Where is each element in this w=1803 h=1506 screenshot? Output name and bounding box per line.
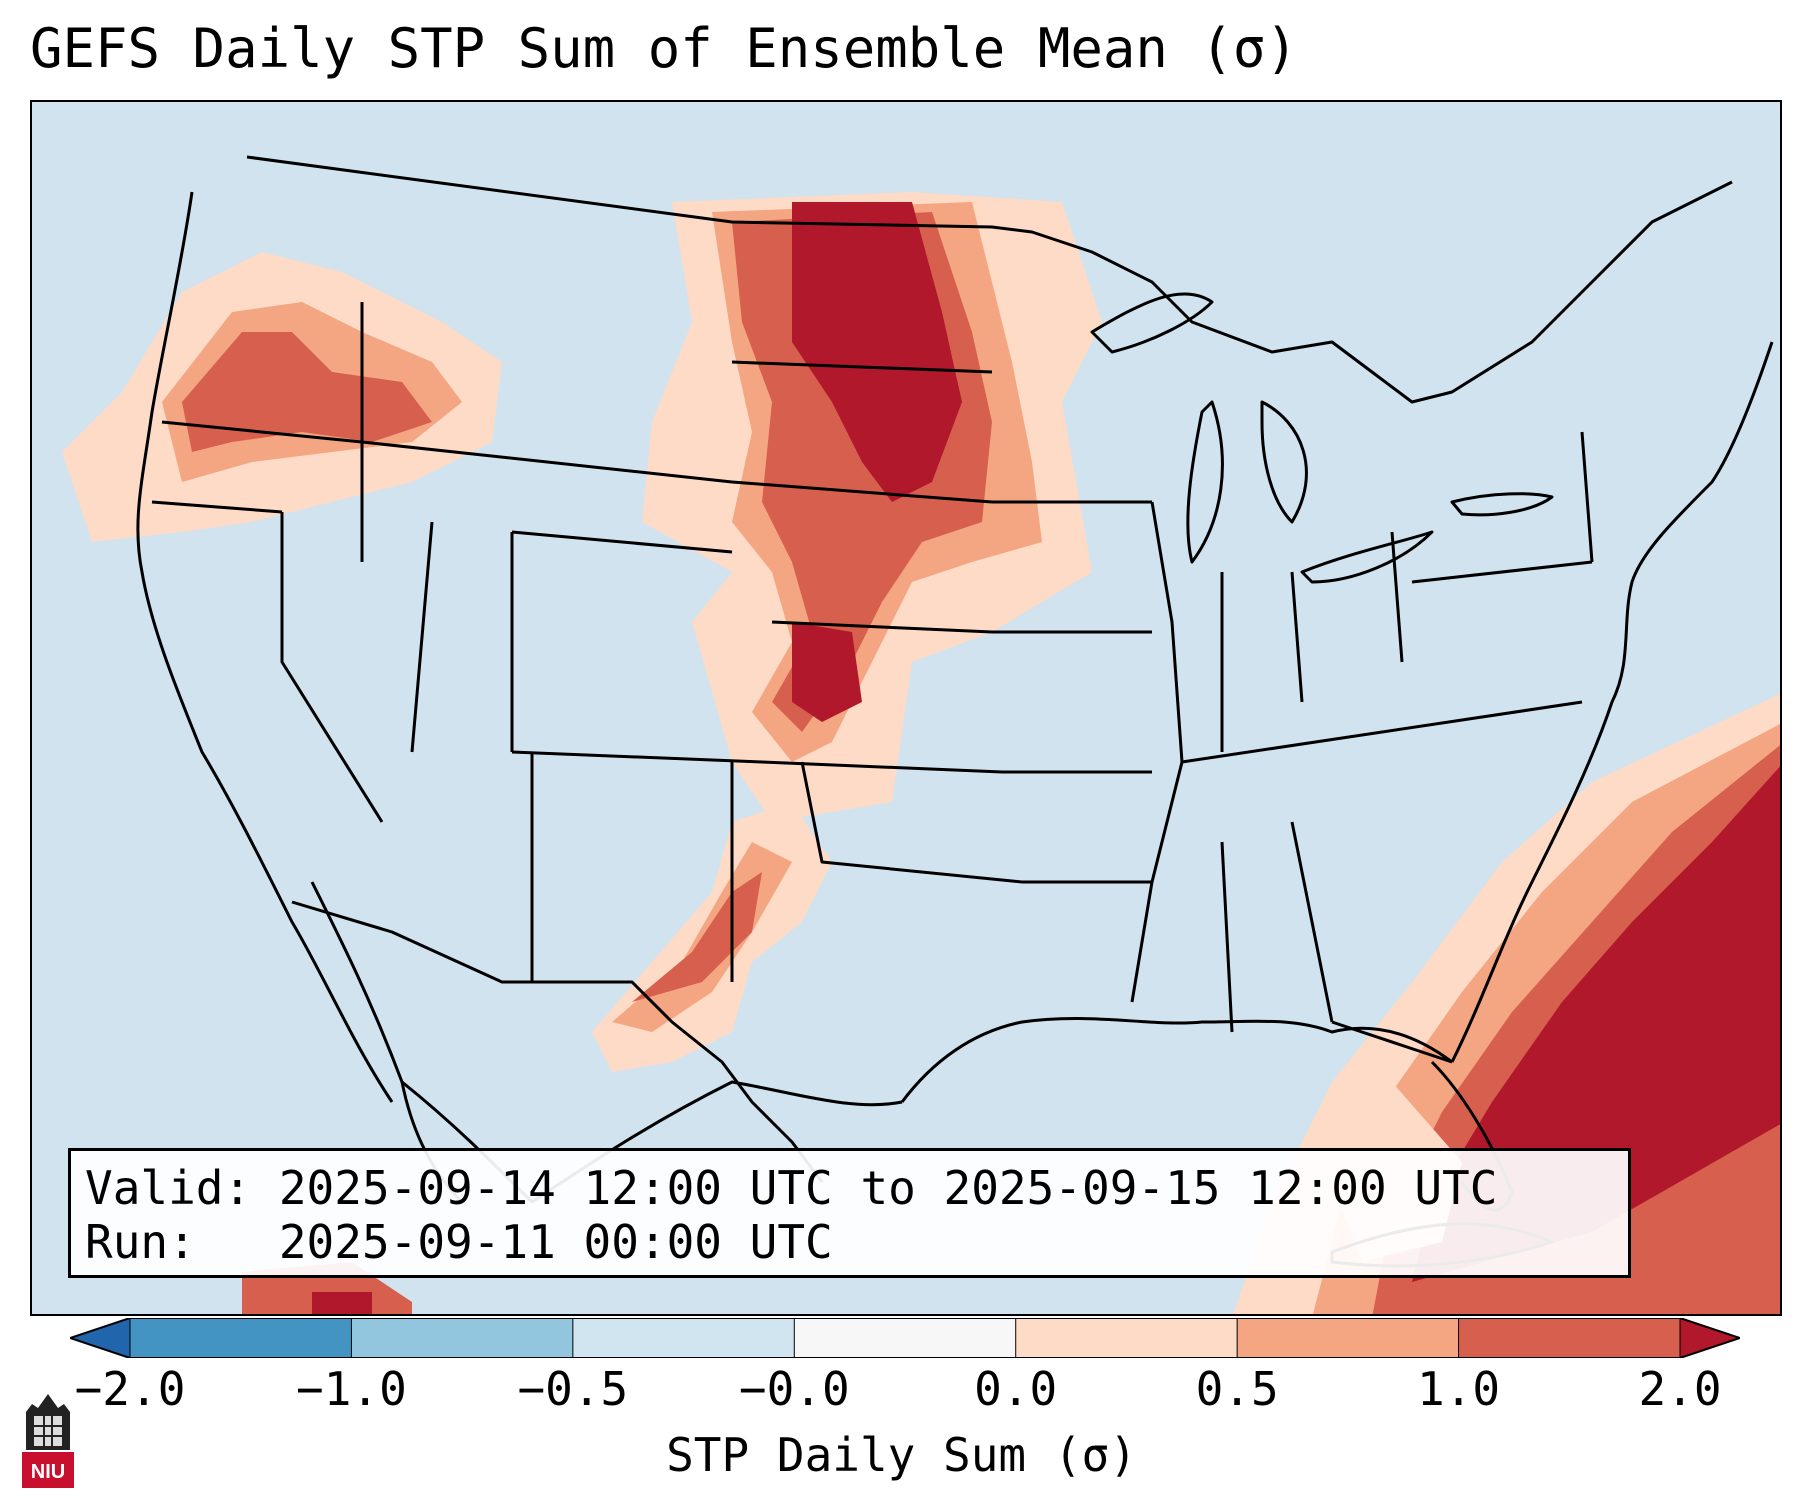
colorbar-extend-over [1680,1318,1740,1358]
state-line-or-ca [151,500,283,514]
field-pnw-strong [182,332,432,452]
colorbar-label: STP Daily Sum (σ) [666,1428,1137,1482]
logo-text: NIU [31,1461,65,1483]
colorbar [70,1318,1740,1358]
gulf-coast [900,1017,1453,1103]
colorbar-tick-label: −2.0 [74,1362,186,1416]
field-central-plains-max [792,622,862,722]
state-line-tn-ky [1181,700,1583,764]
colorbar-extend-under [70,1318,130,1358]
colorbar-bin [1015,1318,1238,1358]
state-line-wa-or [161,420,363,444]
colorbar-bin [1237,1318,1459,1358]
lake-michigan [1186,400,1224,564]
state-line-mt-wy [361,440,733,484]
state-line-in-oh [1290,571,1304,703]
us-mexico-border [291,900,824,1183]
lake-huron [1260,400,1308,524]
stp-anomaly-field [62,192,1780,1314]
state-line-ms-al [1220,841,1234,1033]
info-box: Valid: 2025-09-14 12:00 UTC to 2025-09-1… [68,1148,1631,1278]
colorbar-tick-label: 0.0 [974,1362,1058,1416]
state-line-al-ga [1290,821,1334,1023]
field-shp-strong [632,872,762,1002]
lake-erie [1300,530,1434,584]
colorbar-bin [1458,1318,1680,1358]
state-line-co-nm [511,750,763,764]
state-line-ok-tx [800,761,1023,884]
state-line-ca-nv [280,512,384,823]
colorbar-tick-label: −1.0 [296,1362,407,1416]
niu-logo: NIU [22,1394,74,1488]
colorbar-tick-label: 2.0 [1638,1362,1722,1416]
state-line-miss-river [1130,501,1184,1003]
state-line-ga-fl [1331,1020,1453,1064]
colorbar-tick-label: −0.5 [517,1362,629,1416]
east-coast [1450,341,1774,1063]
colorbar-tick-label: 0.5 [1195,1362,1279,1416]
valid-line: Valid: 2025-09-14 12:00 UTC to 2025-09-1… [85,1161,1498,1215]
state-line-nv-ut [410,521,434,753]
colorbar-tick-label: −0.0 [738,1362,850,1416]
colorbar-tick-label: 1.0 [1417,1362,1501,1416]
field-southwest-corner-max [312,1292,372,1314]
state-line-sd-ne [731,480,993,504]
colorbar-bin [794,1318,1016,1358]
map-panel: Valid: 2025-09-14 12:00 UTC to 2025-09-1… [30,100,1782,1316]
field-northern-plains-max [792,202,962,502]
state-line-ne-ks [771,620,993,634]
lake-ontario [1450,492,1554,517]
map-boundaries [136,155,1774,1268]
colorbar-bin [351,1318,573,1358]
state-line-pa-ny [1411,560,1593,584]
colorbar-bin [130,1318,352,1358]
colorbar-bin [572,1318,795,1358]
chart-title: GEFS Daily STP Sum of Ensemble Mean (σ) [30,17,1298,80]
map-svg [62,155,1780,1314]
state-line-dakotas [731,360,993,374]
run-line: Run: 2025-09-11 00:00 UTC [85,1215,833,1269]
state-line-wy-co [511,530,733,554]
state-line-oh-pa [1390,531,1404,663]
west-coast [136,191,394,1103]
state-line-ny-vt [1580,431,1594,563]
mexico-coast [401,1080,903,1204]
lake-superior [1090,292,1214,354]
us-canada-border [246,155,1733,404]
